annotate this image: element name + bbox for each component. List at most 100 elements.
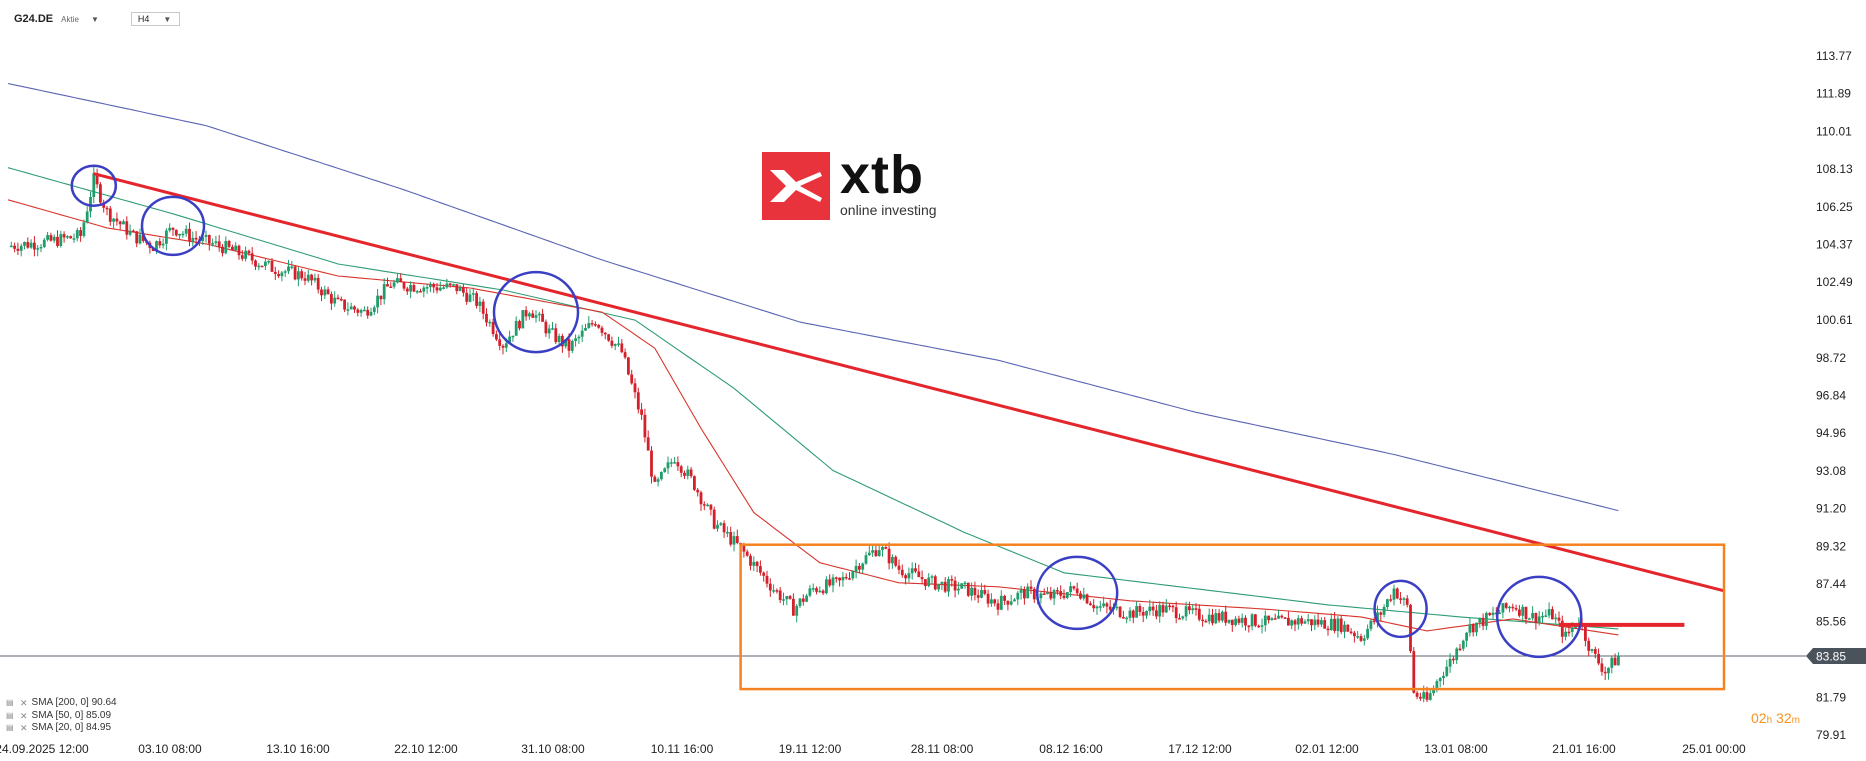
candle-down [699, 492, 703, 505]
candle-down [1300, 618, 1303, 624]
candle-up [1362, 638, 1366, 641]
candle-down [788, 596, 792, 599]
candle-up [1227, 619, 1231, 623]
candle-up [1422, 692, 1426, 699]
indicator-legend: ▤ ✕ SMA [200, 0] 90.64 ▤ ✕ SMA [50, 0] 8… [6, 697, 117, 735]
candle-down [221, 246, 224, 254]
timeframe-select[interactable]: H4 ▼ [130, 12, 181, 26]
x-tick-label: 21.01 16:00 [1552, 742, 1616, 756]
candle-down [650, 450, 653, 477]
y-tick-label: 93.08 [1816, 464, 1846, 478]
candle-down [778, 590, 782, 601]
candle-down [1168, 605, 1171, 608]
candle-up [537, 313, 541, 316]
candle-down [1072, 586, 1076, 589]
candle-up [75, 230, 79, 239]
indicator-settings-icon[interactable]: ▤ [6, 710, 14, 720]
candle-down [894, 556, 898, 566]
candle-up [811, 588, 815, 590]
candle-down [636, 392, 640, 410]
candle-down [646, 437, 650, 451]
candle-up [471, 293, 475, 295]
candle-down [1105, 603, 1109, 607]
highlight-circle [1373, 579, 1428, 639]
candle-up [867, 552, 871, 556]
candle-down [1188, 606, 1191, 611]
symbol-label[interactable]: G24.DE [14, 13, 54, 25]
candle-up [1095, 606, 1099, 609]
candle-up [831, 577, 835, 586]
candle-down [976, 595, 980, 598]
candle-down [1089, 603, 1092, 606]
candle-down [709, 504, 713, 510]
candle-up [346, 309, 350, 311]
candle-down [495, 334, 498, 340]
candle-up [1455, 648, 1459, 661]
candle-down [1059, 591, 1063, 596]
candle-down [108, 208, 112, 222]
y-tick-label: 106.25 [1816, 200, 1853, 214]
remove-indicator-icon[interactable]: ✕ [20, 698, 28, 708]
candle-down [643, 414, 647, 438]
candle-down [455, 284, 459, 292]
candle-down [518, 320, 521, 329]
candle-up [214, 241, 218, 244]
candle-down [590, 323, 594, 325]
candle-up [841, 576, 845, 581]
candle-up [1277, 615, 1280, 619]
candle-up [161, 243, 165, 246]
candle-up [1356, 636, 1360, 638]
candle-down [174, 229, 178, 236]
candle-down [844, 576, 848, 579]
candle-up [1184, 606, 1188, 617]
candle-down [696, 489, 700, 493]
candle-up [1442, 675, 1445, 679]
candle-down [1326, 628, 1330, 631]
candle-up [970, 587, 973, 596]
legend-item-sma50[interactable]: ▤ ✕ SMA [50, 0] 85.09 [6, 710, 117, 723]
xtb-logo: xtb online investing [762, 148, 937, 220]
candle-up [1102, 603, 1105, 607]
y-tick-label: 91.20 [1816, 502, 1846, 516]
candle-up [656, 479, 660, 482]
candle-down [158, 241, 162, 246]
candle-up [1128, 610, 1132, 618]
legend-item-sma200[interactable]: ▤ ✕ SMA [200, 0] 90.64 [6, 697, 117, 710]
candle-down [247, 250, 251, 254]
candle-up [1306, 619, 1310, 622]
symbol-dropdown-icon[interactable]: ▼ [90, 14, 99, 24]
instrument-header: G24.DE Aktie ▼ H4 ▼ [14, 10, 181, 28]
remove-indicator-icon[interactable]: ✕ [20, 710, 28, 721]
candle-down [1118, 606, 1122, 618]
highlight-circle [492, 270, 580, 354]
candle-up [1468, 624, 1472, 633]
candle-up [92, 173, 96, 197]
candle-down [838, 577, 841, 581]
candle-up [930, 576, 934, 578]
candle-down [702, 504, 706, 506]
candle-down [1178, 618, 1181, 620]
candle-down [1567, 631, 1571, 634]
candle-up [957, 588, 960, 591]
candle-down [815, 588, 818, 592]
candle-down [1419, 696, 1422, 699]
candle-up [488, 321, 492, 324]
candle-up [808, 588, 812, 596]
candle-down [1161, 605, 1165, 613]
candle-down [419, 291, 422, 293]
candle-down [1323, 620, 1327, 629]
indicator-settings-icon[interactable]: ▤ [6, 723, 14, 732]
legend-item-sma20[interactable]: ▤ ✕ SMA [20, 0] 84.95 [6, 722, 117, 735]
candle-up [547, 328, 551, 334]
timeframe-value: H4 [137, 14, 150, 24]
candle-up [359, 310, 363, 313]
candle-down [1217, 613, 1221, 621]
candle-up [1432, 688, 1435, 694]
candle-up [514, 320, 518, 336]
remove-indicator-icon[interactable]: ✕ [20, 723, 28, 733]
candle-up [445, 283, 449, 288]
indicator-settings-icon[interactable]: ▤ [6, 698, 14, 707]
candle-up [1214, 613, 1218, 624]
candle-up [557, 335, 561, 343]
